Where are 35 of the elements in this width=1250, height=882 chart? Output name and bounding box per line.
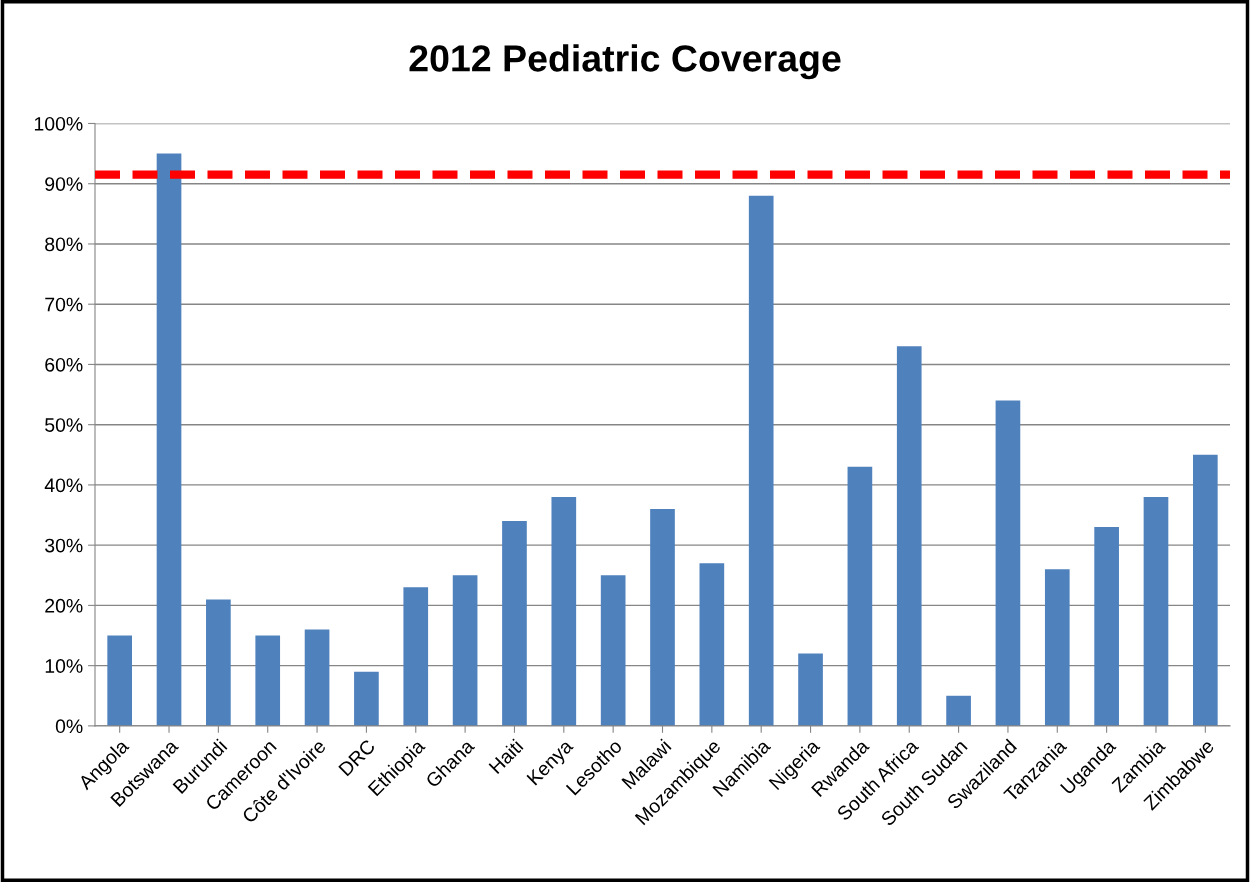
bar xyxy=(1143,496,1169,726)
bar xyxy=(650,509,675,726)
bar xyxy=(847,466,873,726)
bar xyxy=(896,346,922,726)
y-tick-label: 60% xyxy=(45,357,83,372)
bar xyxy=(107,635,133,726)
y-tick-label: 10% xyxy=(45,659,83,673)
bar xyxy=(1044,569,1070,726)
y-tick-label: 20% xyxy=(45,598,83,613)
bar xyxy=(1094,527,1119,726)
y-tick-label: 90% xyxy=(45,177,83,191)
bar xyxy=(452,575,478,726)
bar xyxy=(946,695,971,726)
bar xyxy=(156,153,182,726)
y-tick-label: 0% xyxy=(55,719,83,734)
bar xyxy=(502,521,527,726)
bar xyxy=(304,629,330,726)
bar xyxy=(551,496,577,726)
bar xyxy=(1192,454,1218,726)
bar xyxy=(600,575,626,726)
bar xyxy=(206,599,231,726)
y-tick-label: 100% xyxy=(34,116,83,131)
bar xyxy=(748,195,774,726)
bar xyxy=(255,635,281,726)
chart-title: 2012 Pediatric Coverage xyxy=(409,44,841,80)
bar xyxy=(798,653,823,726)
bar xyxy=(995,400,1021,726)
y-tick-label: 40% xyxy=(44,478,83,493)
y-tick-label: 80% xyxy=(45,237,83,252)
bar xyxy=(354,671,379,726)
y-tick-label: 30% xyxy=(45,538,83,553)
y-tick-label: 70% xyxy=(45,297,83,312)
y-tick-label: 50% xyxy=(45,418,83,432)
bar xyxy=(403,587,429,726)
bar xyxy=(699,563,725,726)
